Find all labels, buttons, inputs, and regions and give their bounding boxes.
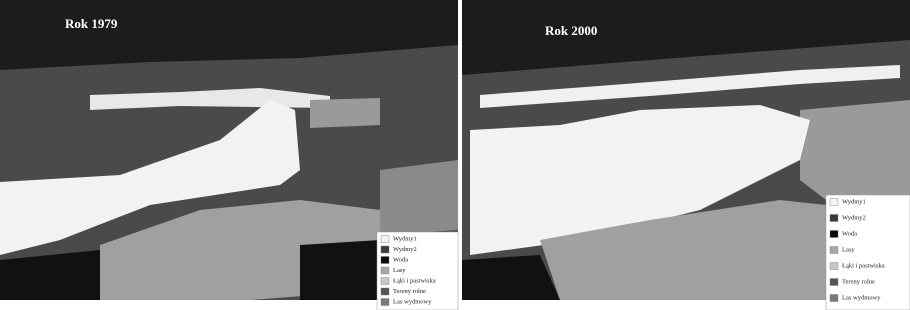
legend-swatch <box>381 246 389 253</box>
legend-label: Wydmy2 <box>393 246 417 253</box>
legend-label: Łąki i pastwiska <box>393 277 436 284</box>
legend-swatch <box>830 231 838 238</box>
legend-label: Woda <box>842 230 857 237</box>
legend-swatch <box>830 263 838 270</box>
legend-label: Wydmy1 <box>842 198 866 205</box>
legend-label: Las wydmowy <box>842 294 881 301</box>
legend-swatch <box>381 257 389 264</box>
legend-label: Tereny rolne <box>393 288 426 295</box>
legend-swatch <box>830 199 838 206</box>
legend-label: Lasy <box>842 246 855 253</box>
legend-swatch <box>381 236 389 243</box>
legend-label: Lasy <box>393 267 406 274</box>
panel-title: Rok 2000 <box>545 23 597 38</box>
legend-swatch <box>381 288 389 295</box>
legend-label: Wydmy2 <box>842 214 866 221</box>
legend-label: Łąki i pastwiska <box>842 262 885 269</box>
legend-swatch <box>830 247 838 254</box>
legend-swatch <box>381 267 389 274</box>
map-figure: Rok 1979 Rok 2000 Wydmy1 Wydmy2 Woda Lasy Łą… <box>0 0 910 310</box>
legend-label: Woda <box>393 256 408 263</box>
legend-swatch <box>830 295 838 302</box>
legend-box <box>826 195 910 310</box>
legend-label: Tereny rolne <box>842 278 875 285</box>
legend-swatch <box>381 278 389 285</box>
legend-label: Las wydmowy <box>393 298 432 305</box>
legend-swatch <box>381 299 389 306</box>
legend-swatch <box>830 215 838 222</box>
panel-title: Rok 1979 <box>65 16 118 31</box>
legend-swatch <box>830 279 838 286</box>
legend-label: Wydmy1 <box>393 235 417 242</box>
